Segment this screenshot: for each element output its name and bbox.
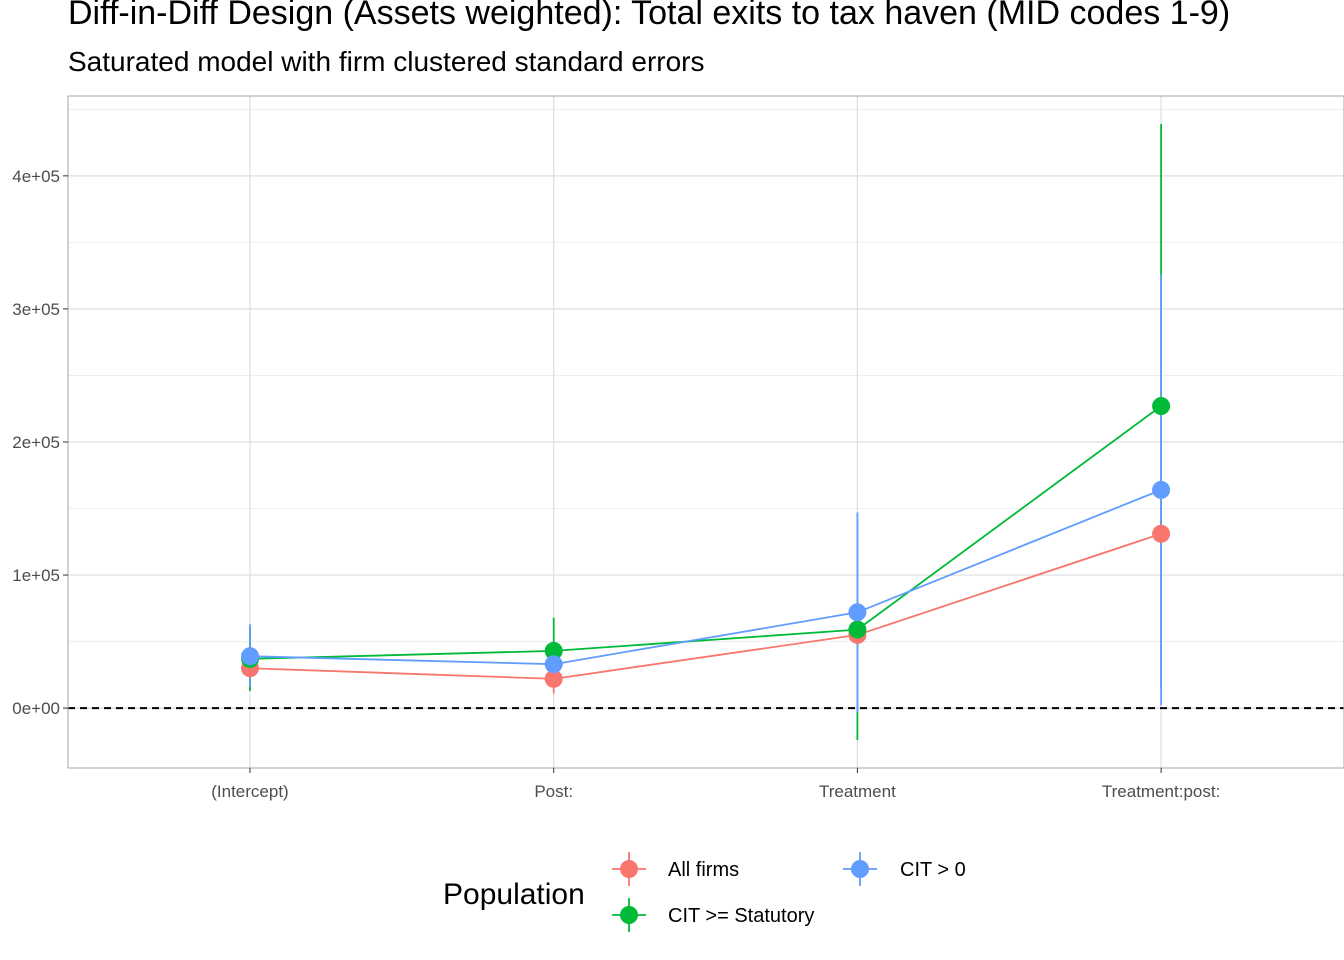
legend-title: Population — [443, 878, 585, 911]
data-point — [848, 620, 867, 639]
y-tick-label: 2e+05 — [12, 433, 60, 452]
series-cit-0 — [249, 274, 1162, 713]
legend-label: All firms — [668, 859, 739, 881]
series-line — [249, 405, 1162, 660]
data-point — [544, 655, 563, 674]
legend: Population All firms CIT >= Statutory CIT >… — [443, 852, 966, 932]
data-point — [1152, 397, 1171, 416]
series-line — [249, 489, 1162, 666]
series-all-firms — [249, 520, 1162, 694]
x-tick-label: Treatment:post: — [1102, 782, 1220, 801]
y-tick-label: 1e+05 — [12, 566, 60, 585]
series-line — [249, 532, 1162, 680]
series-cit-statutory — [249, 123, 1162, 741]
legend-item: All firms — [612, 852, 739, 886]
chart-title: Diff-in-Diff Design (Assets weighted): T… — [68, 0, 1231, 32]
series-points — [241, 397, 1171, 668]
y-tick-label: 4e+05 — [12, 167, 60, 186]
axes: 0e+00 1e+05 2e+05 3e+05 4e+05 (Intercept) Post… — [12, 167, 1220, 801]
y-tick-label: 3e+05 — [12, 300, 60, 319]
legend-key-point — [851, 860, 869, 878]
legend-key-point — [620, 906, 638, 924]
series-points — [241, 524, 1171, 688]
legend-item: CIT > 0 — [843, 852, 966, 886]
x-tick-label: Treatment — [819, 782, 896, 801]
y-tick-label: 0e+00 — [12, 699, 60, 718]
legend-label: CIT > 0 — [900, 859, 966, 881]
data-point — [544, 641, 563, 660]
legend-label: CIT >= Statutory — [668, 905, 814, 927]
data-point — [848, 603, 867, 622]
series-layer — [241, 123, 1171, 741]
legend-key-point — [620, 860, 638, 878]
data-point — [1152, 480, 1171, 499]
plot-panel-border — [67, 95, 1344, 769]
legend-item: CIT >= Statutory — [612, 898, 814, 932]
chart-subtitle: Saturated model with firm clustered stan… — [68, 46, 705, 77]
grid — [68, 96, 1344, 768]
x-tick-label: Post: — [534, 782, 573, 801]
data-point — [1152, 524, 1171, 543]
data-point — [241, 647, 259, 666]
data-point — [544, 669, 563, 688]
x-tick-label: (Intercept) — [211, 782, 288, 801]
series-points — [241, 480, 1171, 674]
